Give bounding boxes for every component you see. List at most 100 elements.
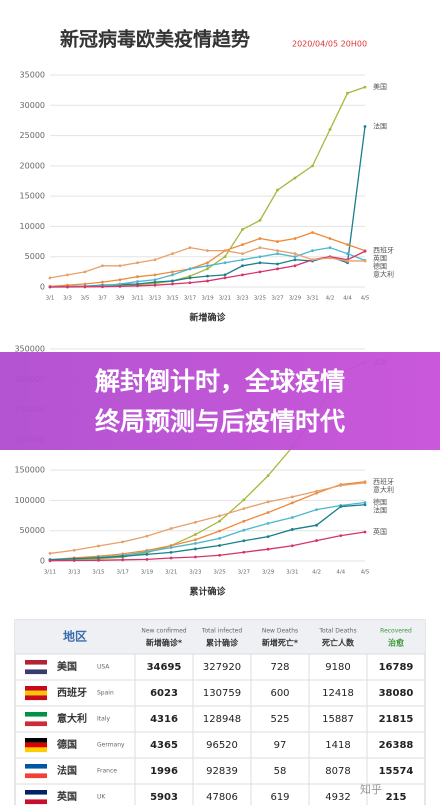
region-header: 地区 xyxy=(63,629,87,644)
point xyxy=(363,85,367,89)
point xyxy=(48,552,52,555)
point xyxy=(293,264,297,268)
cell: 1996 xyxy=(150,766,178,777)
x-tick-label: 3/9 xyxy=(116,296,125,302)
banner-bg xyxy=(0,352,440,450)
region-zh: 法国 xyxy=(57,764,77,777)
x-tick-label: 3/27 xyxy=(238,570,251,576)
region-en: France xyxy=(97,768,117,775)
point xyxy=(171,252,174,256)
point xyxy=(118,282,122,286)
point xyxy=(101,264,104,268)
x-tick-label: 4/5 xyxy=(361,570,370,576)
point xyxy=(169,544,173,548)
x-tick-label: 3/17 xyxy=(184,296,197,302)
cell: 26388 xyxy=(379,740,414,751)
cell: 47806 xyxy=(206,792,238,803)
point xyxy=(97,558,100,562)
point xyxy=(171,270,174,274)
subtitle: 2020/04/05 20H00 xyxy=(292,40,367,49)
point xyxy=(276,188,279,192)
flag xyxy=(25,768,47,774)
point xyxy=(121,554,125,558)
point xyxy=(363,125,367,128)
column-header-en: Recovered xyxy=(380,628,412,635)
point xyxy=(242,507,246,511)
point xyxy=(242,528,246,532)
x-tick-label: 4/4 xyxy=(343,296,352,302)
point xyxy=(363,249,367,253)
point xyxy=(266,500,270,504)
cell: 5903 xyxy=(150,792,178,803)
point xyxy=(311,258,314,262)
point xyxy=(223,255,227,259)
point xyxy=(328,128,332,131)
point xyxy=(311,249,314,253)
point xyxy=(242,498,246,502)
table: 地区 New confirmed 新增确诊* Total infected 累计确诊 Ne… xyxy=(14,619,426,805)
region-en: USA xyxy=(97,664,110,671)
point xyxy=(169,527,173,530)
point xyxy=(328,246,332,250)
x-tick-label: 3/5 xyxy=(81,296,90,302)
point xyxy=(328,256,332,260)
point xyxy=(193,555,197,559)
region-zh: 意大利 xyxy=(57,712,87,725)
x-axis-label: 新增确诊 xyxy=(189,312,226,324)
point xyxy=(72,548,76,552)
point xyxy=(153,258,157,262)
point xyxy=(290,516,294,519)
cell: 1418 xyxy=(325,740,350,751)
cell: 619 xyxy=(270,792,289,803)
point xyxy=(145,558,149,561)
x-tick-label: 4/2 xyxy=(326,296,335,302)
x-tick-label: 3/13 xyxy=(68,570,81,576)
point xyxy=(169,556,173,560)
series-line xyxy=(49,531,366,562)
point xyxy=(153,273,157,277)
y-tick-label: 20000 xyxy=(20,161,45,170)
point xyxy=(136,284,139,288)
point xyxy=(241,252,244,256)
x-tick-label: 3/31 xyxy=(286,570,298,576)
point xyxy=(241,273,244,277)
x-tick-label: 3/29 xyxy=(289,296,302,302)
cell: 215 xyxy=(386,792,407,803)
banner-line: 终局预测与后疫情时代 xyxy=(95,407,345,436)
flag xyxy=(25,747,47,753)
point xyxy=(145,550,149,554)
cell: 21815 xyxy=(379,714,414,725)
x-tick-label: 3/11 xyxy=(131,296,143,302)
cell: 600 xyxy=(270,688,289,699)
point xyxy=(72,559,76,562)
y-tick-label: 150000 xyxy=(14,466,45,475)
point xyxy=(258,261,262,265)
point xyxy=(315,523,318,527)
point xyxy=(241,258,244,262)
point xyxy=(276,240,279,243)
legend-label: 德国 xyxy=(373,498,387,507)
column-header-en: Total infected xyxy=(201,628,243,635)
point xyxy=(171,282,174,286)
point xyxy=(169,550,173,554)
x-tick-label: 3/25 xyxy=(254,296,267,302)
legend-label: 德国 xyxy=(373,262,387,271)
point xyxy=(121,558,125,562)
x-tick-label: 3/1 xyxy=(46,296,55,302)
title: 新冠病毒欧美疫情趋势 xyxy=(60,28,250,51)
flag xyxy=(25,799,47,805)
point xyxy=(66,285,69,289)
x-tick-label: 3/29 xyxy=(262,570,275,576)
cell: 8078 xyxy=(325,766,350,777)
point xyxy=(346,91,349,95)
point xyxy=(258,255,262,259)
point xyxy=(242,539,246,543)
cell: 327920 xyxy=(203,662,241,673)
x-tick-label: 4/5 xyxy=(361,296,370,302)
x-tick-label: 3/11 xyxy=(44,570,56,576)
region-en: Italy xyxy=(97,716,110,723)
point xyxy=(293,258,297,262)
region-zh: 美国 xyxy=(57,660,77,673)
column-header-zh: 新增死亡* xyxy=(262,638,299,648)
cell: 92839 xyxy=(206,766,238,777)
